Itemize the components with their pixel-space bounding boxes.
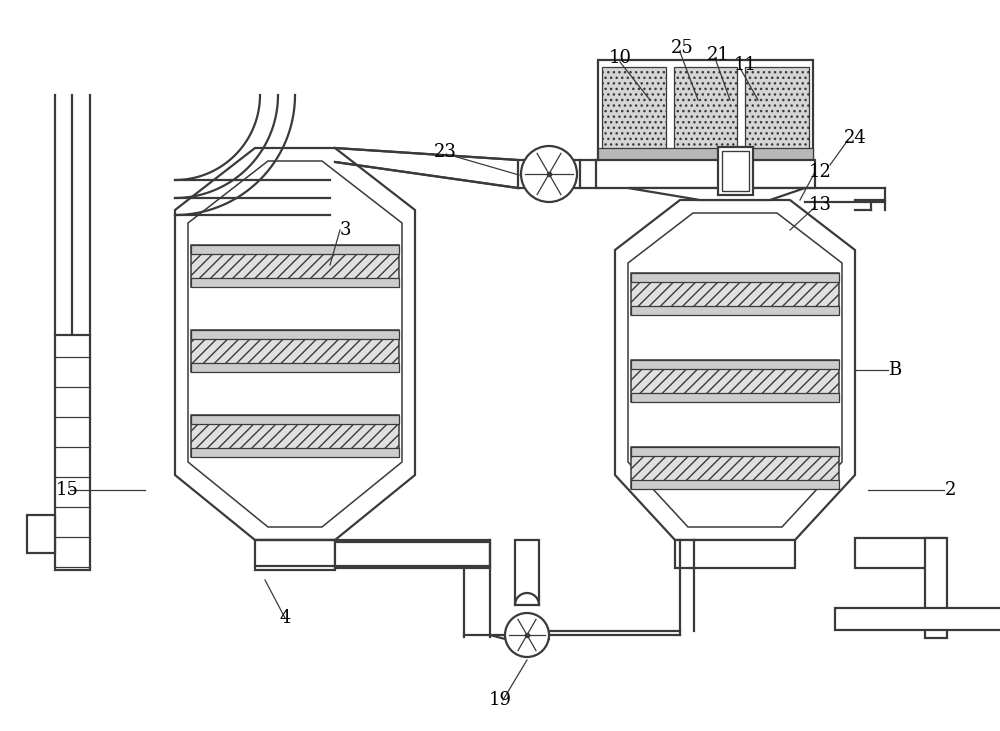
Bar — [191, 448, 399, 457]
Text: 19: 19 — [488, 691, 512, 709]
Text: 3: 3 — [339, 221, 351, 239]
Bar — [255, 540, 335, 570]
Bar — [722, 151, 748, 191]
Polygon shape — [188, 161, 402, 527]
Circle shape — [521, 146, 577, 202]
Bar — [598, 60, 813, 160]
Text: 4: 4 — [279, 609, 291, 627]
Bar — [855, 538, 945, 568]
Bar — [925, 538, 947, 638]
Bar — [631, 447, 839, 489]
Bar — [191, 245, 399, 287]
Bar — [602, 67, 666, 153]
Bar — [745, 67, 809, 153]
Polygon shape — [628, 213, 842, 527]
Bar — [631, 306, 839, 315]
Bar — [675, 540, 795, 568]
Text: 2: 2 — [944, 481, 956, 499]
Bar — [674, 67, 737, 153]
Bar — [515, 540, 539, 605]
Text: B: B — [888, 361, 902, 379]
Circle shape — [505, 613, 549, 657]
Bar — [631, 273, 839, 282]
Bar — [631, 360, 839, 369]
Bar — [335, 542, 490, 568]
Polygon shape — [628, 188, 805, 200]
Bar — [191, 278, 399, 287]
Bar — [631, 273, 839, 315]
Bar — [191, 363, 399, 372]
Bar — [191, 330, 399, 339]
Text: 11: 11 — [734, 56, 757, 74]
Text: 24: 24 — [844, 129, 866, 147]
Bar — [598, 148, 813, 160]
Bar — [631, 360, 839, 402]
Bar — [191, 415, 399, 457]
Bar — [191, 330, 399, 372]
Bar — [596, 160, 815, 188]
Bar — [518, 160, 580, 188]
Bar — [718, 147, 753, 195]
Text: 25: 25 — [671, 39, 693, 57]
Bar — [191, 415, 399, 424]
Text: 21: 21 — [707, 46, 729, 64]
Polygon shape — [175, 148, 415, 540]
Text: 10: 10 — [608, 49, 632, 67]
Bar — [631, 447, 839, 456]
Bar — [191, 245, 399, 254]
Bar — [631, 480, 839, 489]
Bar — [835, 608, 1000, 630]
Bar — [631, 393, 839, 402]
Text: 13: 13 — [808, 196, 832, 214]
Text: 12: 12 — [809, 163, 831, 181]
Text: 23: 23 — [434, 143, 456, 161]
Polygon shape — [615, 200, 855, 540]
Text: 15: 15 — [56, 481, 78, 499]
Bar — [27, 515, 55, 553]
Bar — [55, 335, 90, 570]
